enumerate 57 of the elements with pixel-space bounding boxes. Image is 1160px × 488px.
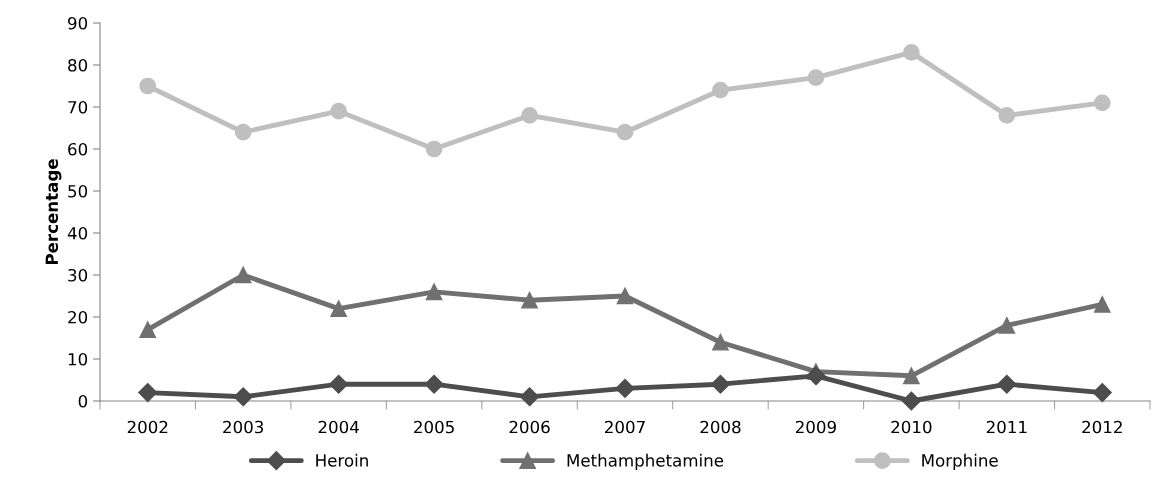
point	[903, 44, 920, 61]
legend-label: Methamphetamine	[567, 453, 724, 470]
point	[138, 383, 158, 403]
point	[329, 374, 349, 394]
y-tick-label: 20	[68, 310, 88, 324]
point	[1093, 94, 1111, 112]
point	[330, 102, 347, 120]
x-tick-label: 2009	[795, 420, 836, 434]
point	[521, 107, 538, 124]
y-tick-label: 50	[68, 184, 88, 198]
point	[712, 333, 729, 351]
point	[903, 367, 920, 385]
point	[424, 374, 444, 394]
point	[807, 69, 825, 86]
x-tick-label: 2002	[127, 420, 168, 434]
y-tick-label: 10	[68, 352, 88, 366]
point	[615, 378, 635, 398]
point	[806, 366, 826, 386]
x-tick-label: 2006	[509, 420, 550, 434]
x-tick-label: 2003	[223, 420, 264, 434]
x-tick-label: 2010	[891, 420, 932, 434]
point	[521, 291, 538, 309]
point	[616, 287, 634, 305]
y-tick-label: 70	[68, 100, 88, 114]
y-tick-label: 90	[68, 16, 88, 30]
point	[139, 77, 157, 95]
point	[330, 300, 347, 317]
point	[234, 266, 252, 284]
x-tick-label: 2012	[1082, 420, 1122, 434]
x-tick-label: 2007	[605, 420, 645, 434]
legend-label: Heroin	[316, 453, 368, 467]
point	[1092, 383, 1112, 403]
legend-label: Morphine	[922, 453, 998, 470]
y-tick-label: 0	[78, 394, 88, 408]
x-tick-label: 2011	[986, 420, 1027, 434]
point	[520, 387, 540, 407]
y-tick-label: 60	[68, 142, 88, 156]
y-tick-label: 40	[67, 226, 88, 240]
y-tick-label: 80	[68, 58, 88, 72]
point	[425, 140, 443, 158]
point	[139, 321, 157, 338]
point	[1093, 296, 1111, 313]
point	[233, 387, 253, 407]
y-tick-label: 30	[68, 268, 88, 282]
point	[997, 374, 1017, 394]
point	[901, 391, 921, 411]
point	[234, 123, 252, 141]
x-tick-label: 2005	[414, 420, 454, 434]
point	[425, 283, 443, 301]
point	[998, 317, 1016, 334]
x-tick-label: 2004	[318, 420, 359, 434]
point	[710, 374, 730, 394]
x-tick-label: 2008	[700, 420, 741, 434]
point	[616, 123, 634, 141]
point	[712, 81, 729, 99]
y-axis-title: Percentage	[45, 159, 62, 265]
point	[998, 107, 1016, 124]
